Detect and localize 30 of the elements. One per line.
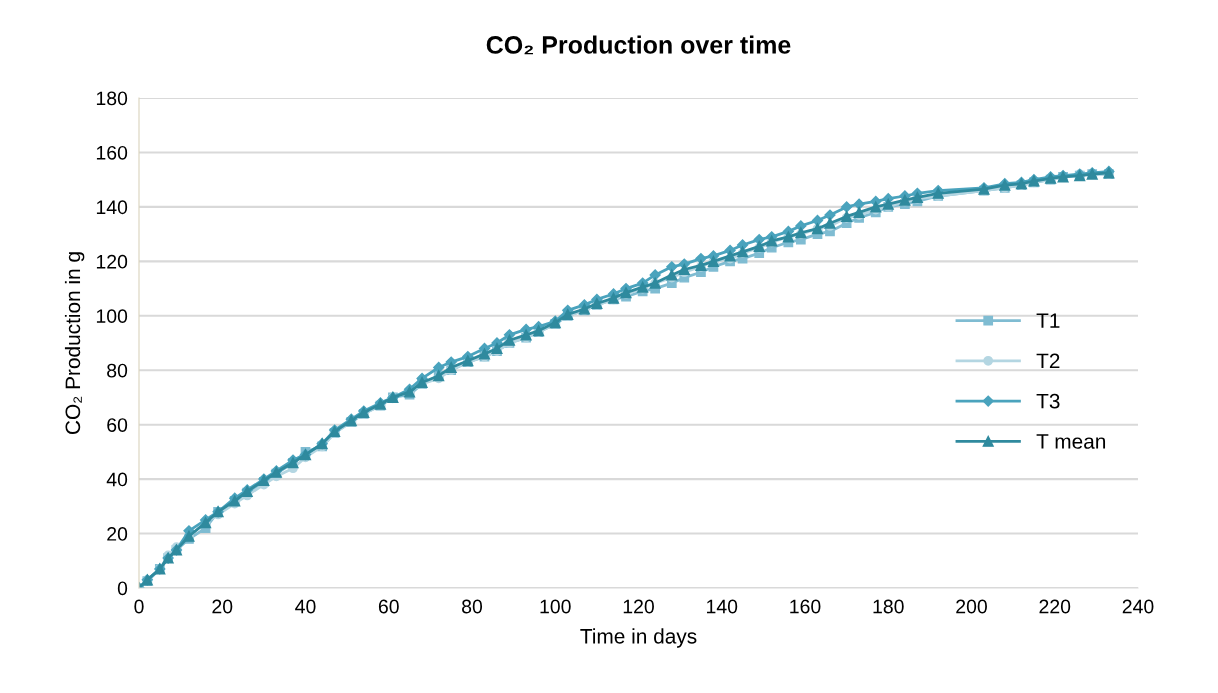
- x-tick-label: 220: [1039, 599, 1071, 614]
- y-tick-label: 20: [107, 527, 128, 541]
- x-tick-label: 60: [378, 599, 399, 614]
- y-tick-label: 180: [96, 91, 128, 106]
- legend-label: T mean: [1036, 434, 1106, 449]
- x-tick-label: 140: [707, 599, 738, 614]
- x-tick-label: 80: [462, 599, 483, 614]
- x-tick-label: 240: [1122, 599, 1154, 614]
- x-tick-label: 40: [295, 599, 316, 614]
- y-tick-label: 40: [106, 472, 128, 487]
- y-tick-label: 100: [96, 309, 128, 324]
- x-axis-title: Time in days: [580, 628, 697, 648]
- y-tick-label: 80: [107, 363, 128, 378]
- legend-label: T2: [1036, 353, 1060, 369]
- y-tick-label: 120: [96, 254, 128, 269]
- legend-label: T1: [1036, 313, 1060, 328]
- y-axis-title: CO₂ Production in g: [64, 252, 85, 434]
- legend-label: T3: [1036, 393, 1060, 409]
- x-tick-label: 20: [212, 599, 233, 614]
- x-tick-label: 120: [623, 599, 654, 614]
- y-tick-label: 140: [96, 200, 128, 215]
- x-tick-label: 180: [873, 599, 904, 614]
- x-tick-label: 0: [134, 599, 144, 614]
- x-tick-label: 160: [790, 599, 821, 614]
- x-tick-label: 100: [540, 599, 571, 614]
- y-tick-label: 0: [117, 581, 128, 596]
- y-tick-label: 60: [107, 418, 128, 432]
- chart-title: CO₂ Production over time: [486, 35, 791, 55]
- x-tick-label: 200: [956, 599, 987, 614]
- y-tick-label: 160: [96, 145, 128, 160]
